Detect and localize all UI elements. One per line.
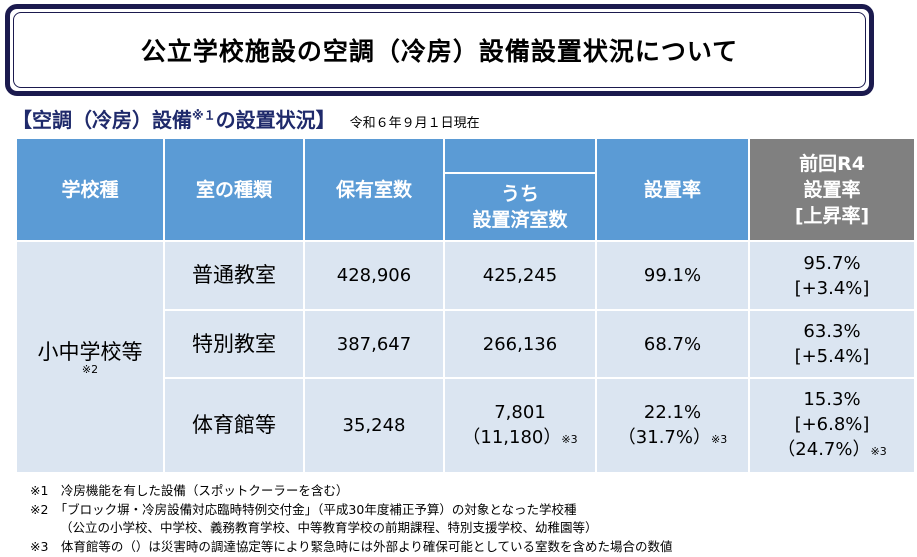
header-prev: 前回R4 設置率 [上昇率] <box>748 137 916 242</box>
school-type-cell: 小中学校等 ※2 <box>15 240 165 474</box>
footnote-2-detail: （公立の小学校、中学校、義務教育学校、中等教育学校の前期課程、特別支援学校、幼稚… <box>60 520 598 535</box>
title-box: 公立学校施設の空調（冷房）設備設置状況について <box>5 4 874 96</box>
table-row: 特別教室 387,647 266,136 68.7% 63.3% [+5.4%] <box>16 309 916 379</box>
section-heading: 【空調（冷房）設備※１の設置状況】 令和６年９月１日現在 <box>12 104 480 133</box>
footnote-3: ※3 体育館等の（）は災害時の調達協定等により緊急時には外部より確保可能としてい… <box>30 538 673 554</box>
room-cell: 体育館等 <box>163 377 305 474</box>
prev-cell: 15.3% [+6.8%] （24.7%）※3 <box>748 377 916 474</box>
prev-cell: 63.3% [+5.4%] <box>748 309 916 379</box>
owned-cell: 387,647 <box>303 309 445 379</box>
footnote-1: ※1 冷房機能を有した設備（スポットクーラーを含む） <box>30 483 349 498</box>
footnotes: ※1 冷房機能を有した設備（スポットクーラーを含む） ※2 「ブロック塀・冷房設… <box>30 482 673 556</box>
heading-note: ※１ <box>192 108 216 123</box>
prev-cell: 95.7% [+3.4%] <box>748 240 916 311</box>
installed-cell: 266,136 <box>443 309 597 379</box>
owned-cell: 35,248 <box>303 377 445 474</box>
table-row: 小中学校等 ※2 普通教室 428,906 425,245 99.1% 95.7%… <box>15 240 916 474</box>
header-school-type: 学校種 <box>15 137 165 242</box>
installation-table: 学校種 室の種類 保有室数 設置率 前回R4 設置率 [上昇率] うち 設置済室数 小… <box>15 137 916 474</box>
header-room-type: 室の種類 <box>163 137 305 242</box>
heading-pre: 【空調（冷房）設備 <box>12 108 192 132</box>
page-title: 公立学校施設の空調（冷房）設備設置状況について <box>140 37 739 66</box>
header-installed-blank <box>443 137 597 174</box>
header-rooms-owned: 保有室数 <box>303 137 445 242</box>
installed-cell: 425,245 <box>443 240 597 311</box>
as-of-date: 令和６年９月１日現在 <box>349 116 480 131</box>
room-cell: 特別教室 <box>163 309 305 379</box>
room-cell: 普通教室 <box>163 240 305 311</box>
rate-cell: 22.1% （31.7%）※3 <box>595 377 750 474</box>
installed-cell: 7,801 （11,180）※3 <box>443 377 597 474</box>
table-row: 体育館等 35,248 7,801 （11,180）※3 22.1% （31.7%）… <box>16 377 916 474</box>
header-rate: 設置率 <box>595 137 750 242</box>
footnote-2: ※2 「ブロック塀・冷房設備対応臨時特例交付金」（平成30年度補正予算）の対象と… <box>30 501 577 517</box>
header-installed: うち 設置済室数 <box>443 172 597 242</box>
heading-post: の設置状況】 <box>215 108 336 132</box>
owned-cell: 428,906 <box>303 240 445 311</box>
rate-cell: 68.7% <box>595 309 750 379</box>
rate-cell: 99.1% <box>595 240 750 311</box>
